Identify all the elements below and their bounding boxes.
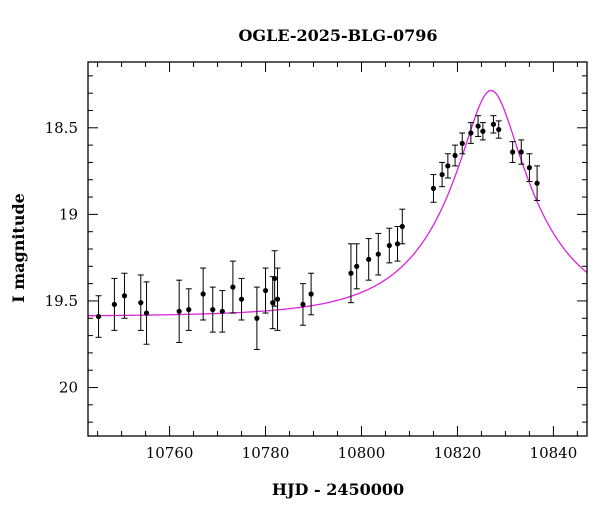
data-point: [138, 300, 144, 306]
data-point: [386, 242, 392, 249]
data-point: [518, 149, 524, 155]
data-point: [375, 251, 381, 257]
data-point: [308, 291, 314, 297]
data-point: [111, 301, 117, 308]
data-point: [475, 123, 481, 129]
chart-title: OGLE-2025-BLG-0796: [238, 26, 437, 45]
y-axis-label: I magnitude: [9, 193, 28, 303]
data-points-group: [95, 115, 541, 350]
x-axis-label: HJD - 2450000: [272, 480, 404, 499]
y-tick-label: 18.5: [45, 119, 78, 137]
data-point: [300, 301, 306, 308]
data-point: [430, 185, 437, 191]
data-point: [394, 241, 401, 247]
data-point: [399, 223, 405, 230]
data-point: [274, 296, 281, 302]
x-tick-label: 10820: [434, 444, 482, 462]
x-tick-label: 10760: [146, 444, 194, 462]
data-point: [262, 287, 269, 294]
data-point: [143, 310, 150, 316]
y-tick-label: 19.5: [45, 292, 78, 310]
data-point: [510, 149, 516, 155]
data-point: [254, 315, 260, 321]
data-point: [490, 121, 497, 127]
y-tick-label: 20: [59, 379, 78, 397]
data-point: [439, 171, 445, 178]
data-point: [348, 270, 354, 276]
plot-frame: [87, 61, 588, 437]
axis-ticks: 10760 10780 10800 10820 10840 18.5 19 19.5 20: [45, 62, 587, 462]
data-point: [272, 275, 278, 282]
data-point: [176, 308, 182, 314]
data-point: [496, 126, 502, 133]
data-point: [121, 293, 128, 299]
data-point: [230, 284, 236, 290]
data-point: [468, 130, 474, 136]
data-point: [210, 307, 216, 313]
data-point: [238, 296, 245, 302]
data-point: [526, 165, 533, 171]
data-point: [354, 263, 360, 269]
data-point: [219, 308, 225, 314]
x-tick-label: 10800: [338, 444, 386, 462]
data-point: [366, 256, 372, 262]
data-point: [480, 128, 486, 134]
data-point: [200, 291, 206, 297]
model-curve: [87, 89, 588, 317]
model-curve-group: [87, 89, 588, 317]
data-point: [95, 313, 102, 320]
data-point: [459, 140, 465, 146]
y-tick-label: 19: [59, 205, 78, 223]
data-point: [186, 307, 192, 313]
data-point: [452, 152, 458, 159]
x-tick-label: 10840: [530, 444, 578, 462]
x-tick-label: 10780: [242, 444, 290, 462]
data-point: [534, 180, 540, 186]
data-point: [270, 300, 276, 306]
data-point: [445, 163, 451, 169]
